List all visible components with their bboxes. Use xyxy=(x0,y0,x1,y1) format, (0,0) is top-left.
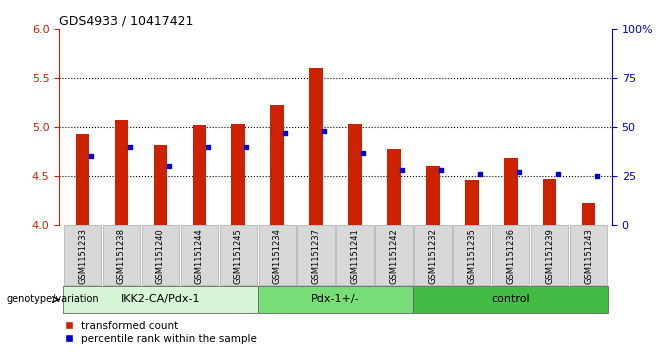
Bar xyxy=(63,286,258,313)
Bar xyxy=(582,204,595,225)
Legend: transformed count, percentile rank within the sample: transformed count, percentile rank withi… xyxy=(64,321,257,344)
Bar xyxy=(193,125,206,225)
Bar xyxy=(153,145,167,225)
Text: GSM1151243: GSM1151243 xyxy=(584,228,593,284)
Text: GDS4933 / 10417421: GDS4933 / 10417421 xyxy=(59,15,193,28)
Bar xyxy=(270,106,284,225)
Bar xyxy=(453,225,490,285)
Bar xyxy=(76,134,89,225)
Text: GSM1151235: GSM1151235 xyxy=(467,228,476,284)
Bar xyxy=(543,179,557,225)
Text: GSM1151233: GSM1151233 xyxy=(78,228,87,284)
Text: IKK2-CA/Pdx-1: IKK2-CA/Pdx-1 xyxy=(120,294,200,304)
Text: GSM1151239: GSM1151239 xyxy=(545,228,554,284)
Text: control: control xyxy=(492,294,530,304)
Text: GSM1151232: GSM1151232 xyxy=(428,228,438,284)
Text: Pdx-1+/-: Pdx-1+/- xyxy=(311,294,360,304)
Text: GSM1151241: GSM1151241 xyxy=(351,228,359,284)
Text: GSM1151240: GSM1151240 xyxy=(156,228,165,284)
Text: GSM1151237: GSM1151237 xyxy=(312,228,320,284)
Bar xyxy=(141,225,179,285)
Text: genotype/variation: genotype/variation xyxy=(7,294,99,305)
Text: GSM1151234: GSM1151234 xyxy=(272,228,282,284)
Bar xyxy=(426,166,440,225)
Bar xyxy=(181,225,218,285)
Bar xyxy=(348,124,362,225)
Text: GSM1151238: GSM1151238 xyxy=(117,228,126,284)
Bar xyxy=(309,68,323,225)
Bar xyxy=(465,180,478,225)
Bar xyxy=(414,225,451,285)
Text: GSM1151245: GSM1151245 xyxy=(234,228,243,284)
Bar xyxy=(492,225,530,285)
Bar xyxy=(570,225,607,285)
Bar xyxy=(103,225,140,285)
Bar xyxy=(531,225,569,285)
Bar xyxy=(375,225,413,285)
Bar xyxy=(297,225,335,285)
Bar xyxy=(259,225,296,285)
Bar xyxy=(504,158,518,225)
Bar xyxy=(220,225,257,285)
Bar xyxy=(387,148,401,225)
Text: GSM1151242: GSM1151242 xyxy=(390,228,399,284)
Bar xyxy=(413,286,608,313)
Text: GSM1151244: GSM1151244 xyxy=(195,228,204,284)
Text: GSM1151236: GSM1151236 xyxy=(506,228,515,284)
Bar xyxy=(258,286,413,313)
Bar xyxy=(64,225,101,285)
Bar xyxy=(232,124,245,225)
Bar xyxy=(114,120,128,225)
Bar xyxy=(336,225,374,285)
